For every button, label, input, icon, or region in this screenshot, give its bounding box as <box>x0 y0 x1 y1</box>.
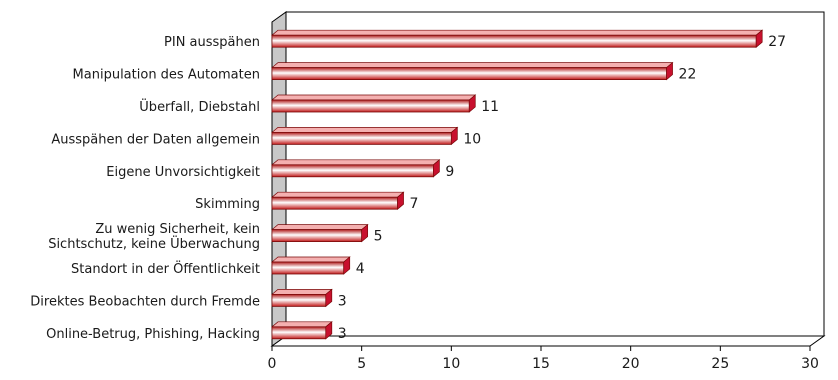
value-label: 7 <box>410 196 419 212</box>
bar <box>271 223 369 243</box>
bar-front-face <box>271 261 345 275</box>
category-label-line: Skimming <box>195 197 260 212</box>
bar-front-face <box>271 229 363 243</box>
bar-top-face <box>271 29 764 36</box>
bar <box>271 29 764 48</box>
bars <box>271 29 764 340</box>
bar-front-face <box>271 131 452 145</box>
bar <box>271 61 674 81</box>
bar-end-face <box>450 126 458 146</box>
bar-front-face <box>271 326 327 340</box>
x-tick-label: 25 <box>711 356 729 372</box>
bar-end-face <box>397 191 404 210</box>
bar-front-face <box>271 196 398 210</box>
x-axis: 0 5 10 15 20 25 30 <box>268 345 819 372</box>
bar-end-face <box>468 94 476 113</box>
category-label: Online-Betrug, Phishing, Hacking <box>46 327 260 342</box>
bar-top-face <box>271 94 477 101</box>
category-label: Zu wenig Sicherheit, kein Sichtschutz, ke… <box>48 222 260 252</box>
value-label: 5 <box>374 229 383 245</box>
bar <box>271 126 459 146</box>
bar-top-face <box>271 321 333 328</box>
category-label-line: Direktes Beobachten durch Fremde <box>30 294 260 309</box>
category-label: Direktes Beobachten durch Fremde <box>30 294 260 309</box>
bar-end-face <box>325 288 333 308</box>
bar-end-face <box>433 159 440 178</box>
bar <box>271 191 405 210</box>
floor <box>270 335 826 347</box>
bar-end-face <box>666 61 673 81</box>
bar <box>271 256 351 275</box>
value-label: 11 <box>481 99 499 115</box>
category-label: Überfall, Diebstahl <box>139 98 260 115</box>
value-label: 22 <box>679 67 697 83</box>
bar-end-face <box>361 223 369 243</box>
bar-front-face <box>271 34 757 48</box>
x-tick-label: 5 <box>357 356 366 372</box>
bar-top-face <box>271 256 351 263</box>
category-label: Manipulation des Automaten <box>73 68 260 83</box>
category-label-line: Standort in der Öffentlichkeit <box>71 260 260 277</box>
value-label: 4 <box>356 261 365 277</box>
bar <box>271 159 441 178</box>
category-label-line: Online-Betrug, Phishing, Hacking <box>46 327 260 342</box>
value-label: 9 <box>445 164 454 180</box>
category-label: Ausspähen der Daten allgemein <box>51 132 260 147</box>
x-tick-label: 30 <box>801 356 819 372</box>
category-label: Skimming <box>195 197 260 212</box>
bar-front-face <box>271 99 470 113</box>
bar-end-face <box>325 321 333 340</box>
value-label: 3 <box>338 293 347 309</box>
x-tick-label: 0 <box>268 356 277 372</box>
x-tick-label: 15 <box>532 356 550 372</box>
bar-front-face <box>271 67 667 80</box>
value-label: 3 <box>338 326 347 342</box>
category-label-line: Ausspähen der Daten allgemein <box>51 132 260 147</box>
chart-walls <box>270 11 826 347</box>
bar <box>271 321 333 340</box>
category-label-line: Manipulation des Automaten <box>73 68 260 83</box>
value-label: 10 <box>463 131 481 147</box>
category-label-line: Eigene Unvorsichtigkeit <box>106 165 260 180</box>
bar-end-face <box>343 256 351 275</box>
category-labels: PIN ausspähen Manipulation des Automaten Ü… <box>30 35 260 342</box>
bar-front-face <box>271 293 327 307</box>
category-label-line: Überfall, Diebstahl <box>139 98 260 115</box>
category-label-line: Sichtschutz, keine Überwachung <box>48 235 260 252</box>
bar-top-face <box>271 159 441 166</box>
x-tick-label: 10 <box>442 356 460 372</box>
category-label-line: PIN ausspähen <box>164 35 260 50</box>
bar <box>271 288 333 308</box>
value-label: 27 <box>768 34 786 50</box>
bar-top-face <box>271 191 405 198</box>
category-label: Eigene Unvorsichtigkeit <box>106 165 260 180</box>
bar-front-face <box>271 164 434 178</box>
x-tick-label: 20 <box>622 356 640 372</box>
bar <box>271 94 477 113</box>
bar-top-face <box>271 289 333 295</box>
bar-top-face <box>271 62 674 68</box>
category-label: PIN ausspähen <box>164 35 260 50</box>
bar-top-face <box>271 224 369 230</box>
bar-top-face <box>271 127 459 133</box>
bar-end-face <box>755 29 763 48</box>
category-label-line: Zu wenig Sicherheit, kein <box>95 222 260 237</box>
category-label: Standort in der Öffentlichkeit <box>71 260 260 277</box>
